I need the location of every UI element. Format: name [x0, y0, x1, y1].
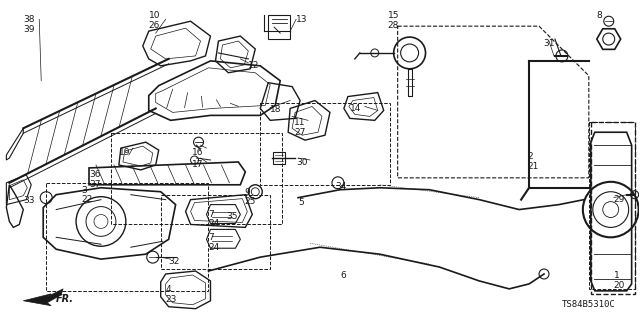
- Text: 1
20: 1 20: [614, 271, 625, 290]
- Text: 36
37: 36 37: [89, 170, 100, 188]
- Bar: [111, 133, 282, 224]
- Text: 14: 14: [350, 105, 361, 114]
- Polygon shape: [23, 289, 63, 306]
- Text: 8: 8: [596, 11, 602, 20]
- Text: 18: 18: [270, 106, 282, 115]
- Text: 19: 19: [119, 148, 131, 157]
- Text: 30: 30: [296, 158, 308, 167]
- Text: 6: 6: [340, 271, 346, 280]
- Text: 32: 32: [169, 257, 180, 266]
- Text: 12: 12: [248, 61, 260, 70]
- Bar: [46, 183, 209, 291]
- Text: 33: 33: [23, 196, 35, 205]
- Text: 17: 17: [191, 160, 203, 169]
- Text: 9
25: 9 25: [244, 188, 256, 206]
- Text: 34: 34: [335, 182, 346, 191]
- Text: 38
39: 38 39: [23, 15, 35, 34]
- Bar: [161, 195, 270, 269]
- Text: 3
22: 3 22: [81, 186, 92, 204]
- Bar: [260, 103, 390, 185]
- Text: 7
24: 7 24: [209, 210, 220, 228]
- Text: 2
21: 2 21: [527, 152, 538, 171]
- Text: FR.: FR.: [56, 294, 74, 304]
- Text: 7
24: 7 24: [209, 233, 220, 252]
- Text: 4
23: 4 23: [166, 285, 177, 304]
- Bar: [589, 122, 635, 289]
- Text: 15
28: 15 28: [388, 11, 399, 30]
- Text: TS84B5310C: TS84B5310C: [562, 300, 616, 309]
- Text: 13: 13: [296, 15, 308, 24]
- Text: 10
26: 10 26: [148, 11, 160, 30]
- Text: 29: 29: [614, 195, 625, 204]
- Text: 31: 31: [543, 39, 554, 48]
- Text: 5: 5: [298, 198, 304, 207]
- Text: 16: 16: [191, 148, 203, 157]
- Text: 35: 35: [227, 212, 238, 220]
- Text: 11
27: 11 27: [294, 118, 306, 137]
